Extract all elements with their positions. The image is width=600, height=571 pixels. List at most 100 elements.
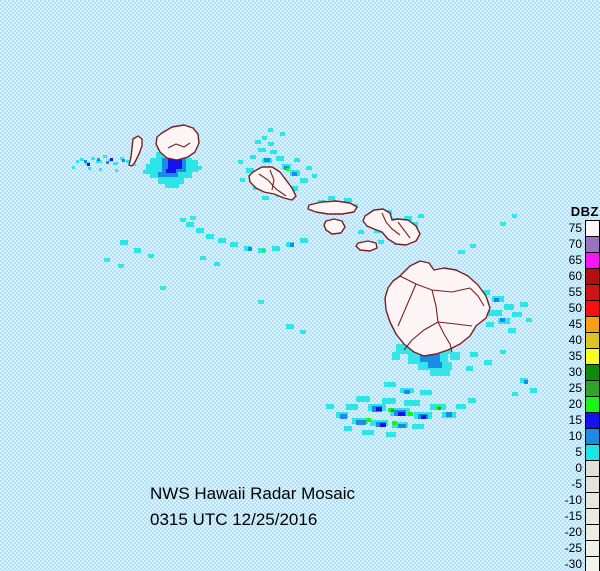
legend-swatch[interactable] <box>585 252 600 268</box>
legend-swatch[interactable] <box>585 268 600 284</box>
legend-swatch[interactable] <box>585 460 600 476</box>
legend-row[interactable]: -15 <box>556 508 600 524</box>
legend-row[interactable]: 35 <box>556 348 600 364</box>
radar-map-canvas[interactable] <box>0 0 560 571</box>
legend-swatch[interactable] <box>585 284 600 300</box>
echo-niihau <box>72 155 136 172</box>
legend-row[interactable]: 30 <box>556 364 600 380</box>
legend-swatch[interactable] <box>585 524 600 540</box>
island-hawaii[interactable] <box>384 260 491 357</box>
legend-swatch[interactable] <box>585 364 600 380</box>
island-oahu[interactable] <box>248 166 297 201</box>
legend-label: 65 <box>568 253 582 267</box>
legend-row[interactable]: -25 <box>556 540 600 556</box>
legend-swatch[interactable] <box>585 476 600 492</box>
legend-row[interactable]: 65 <box>556 252 600 268</box>
legend-swatch[interactable] <box>585 492 600 508</box>
legend-row[interactable]: 40 <box>556 332 600 348</box>
product-title-block: NWS Hawaii Radar Mosaic 0315 UTC 12/25/2… <box>150 481 355 533</box>
legend-row[interactable]: 55 <box>556 284 600 300</box>
dbz-legend[interactable]: DBZ 75 70 65 60 55 50 45 40 35 30 25 20 15 10 5 0 -5 -10-… <box>556 204 600 571</box>
legend-swatch[interactable] <box>585 396 600 412</box>
boundary-maui-2 <box>397 221 411 239</box>
legend-row[interactable]: 60 <box>556 268 600 284</box>
island-kauai[interactable] <box>155 124 200 161</box>
echo-far-scattered <box>104 214 517 334</box>
echo-oahu-green <box>286 168 289 171</box>
legend-label: 60 <box>568 269 582 283</box>
legend-label: 75 <box>568 221 582 235</box>
legend-swatch[interactable] <box>585 348 600 364</box>
legend-label: 20 <box>568 397 582 411</box>
island-lanai[interactable] <box>323 218 346 235</box>
legend-label: 40 <box>568 333 582 347</box>
legend-row[interactable]: 70 <box>556 236 600 252</box>
echo-midchannel-blue <box>248 243 294 251</box>
island-niihau[interactable] <box>128 135 143 167</box>
legend-row[interactable]: 45 <box>556 316 600 332</box>
island-kahoolawe[interactable] <box>355 240 378 252</box>
legend-swatch[interactable] <box>585 316 600 332</box>
legend-label: 10 <box>568 429 582 443</box>
boundary-hawaii-7 <box>469 287 485 307</box>
echo-southeast-band-core <box>376 407 426 427</box>
legend-scale[interactable]: 75 70 65 60 55 50 45 40 35 30 25 20 15 10 5 0 -5 -10 -15 -2… <box>556 220 600 571</box>
legend-label: -10 <box>564 493 582 507</box>
legend-label: 50 <box>568 301 582 315</box>
legend-label: 35 <box>568 349 582 363</box>
legend-swatch[interactable] <box>585 428 600 444</box>
boundary-oahu-1 <box>258 173 287 197</box>
radar-map[interactable] <box>0 0 560 571</box>
legend-row[interactable]: 15 <box>556 412 600 428</box>
legend-row[interactable]: 75 <box>556 220 600 236</box>
legend-swatch[interactable] <box>585 300 600 316</box>
legend-swatch[interactable] <box>585 380 600 396</box>
echo-midchannel-green <box>262 249 265 252</box>
legend-swatch[interactable] <box>585 220 600 236</box>
legend-title: DBZ <box>570 204 599 219</box>
legend-label: -30 <box>564 557 582 571</box>
boundary-hawaii-4 <box>403 321 439 351</box>
legend-label: 55 <box>568 285 582 299</box>
district-boundary-layer <box>167 142 485 353</box>
legend-swatch[interactable] <box>585 540 600 556</box>
echo-southeast-band-darkgreen <box>391 407 441 412</box>
legend-swatch[interactable] <box>585 508 600 524</box>
island-molokai[interactable] <box>307 200 358 215</box>
legend-swatch[interactable] <box>585 412 600 428</box>
boundary-hawaii-2 <box>431 289 445 335</box>
legend-label: -15 <box>564 509 582 523</box>
boundary-hawaii-5 <box>397 283 417 327</box>
legend-row[interactable]: -10 <box>556 492 600 508</box>
echo-niihau-strong <box>84 158 125 164</box>
legend-label: -5 <box>571 477 582 491</box>
legend-row[interactable]: 10 <box>556 428 600 444</box>
legend-swatch[interactable] <box>585 556 600 571</box>
legend-swatch[interactable] <box>585 444 600 460</box>
island-outline-layer <box>128 124 491 357</box>
legend-label: 0 <box>575 461 582 475</box>
legend-label: 5 <box>575 445 582 459</box>
legend-label: 15 <box>568 413 582 427</box>
boundary-kauai <box>167 142 191 149</box>
island-maui[interactable] <box>362 208 421 246</box>
echo-offshore-east-blue <box>494 298 528 384</box>
legend-row[interactable]: 20 <box>556 396 600 412</box>
boundary-hawaii-3 <box>437 321 473 327</box>
legend-row[interactable]: -30 <box>556 556 600 571</box>
legend-row[interactable]: 5 <box>556 444 600 460</box>
legend-swatch[interactable] <box>585 332 600 348</box>
echo-niihau-core <box>87 158 113 166</box>
boundary-hawaii-6 <box>443 333 453 353</box>
legend-row[interactable]: -20 <box>556 524 600 540</box>
legend-row[interactable]: 50 <box>556 300 600 316</box>
boundary-oahu-2 <box>269 169 275 191</box>
legend-label: 45 <box>568 317 582 331</box>
boundary-maui-1 <box>381 212 401 236</box>
legend-swatch[interactable] <box>585 236 600 252</box>
legend-row[interactable]: 25 <box>556 380 600 396</box>
legend-row[interactable]: -5 <box>556 476 600 492</box>
legend-label: 30 <box>568 365 582 379</box>
legend-row[interactable]: 0 <box>556 460 600 476</box>
